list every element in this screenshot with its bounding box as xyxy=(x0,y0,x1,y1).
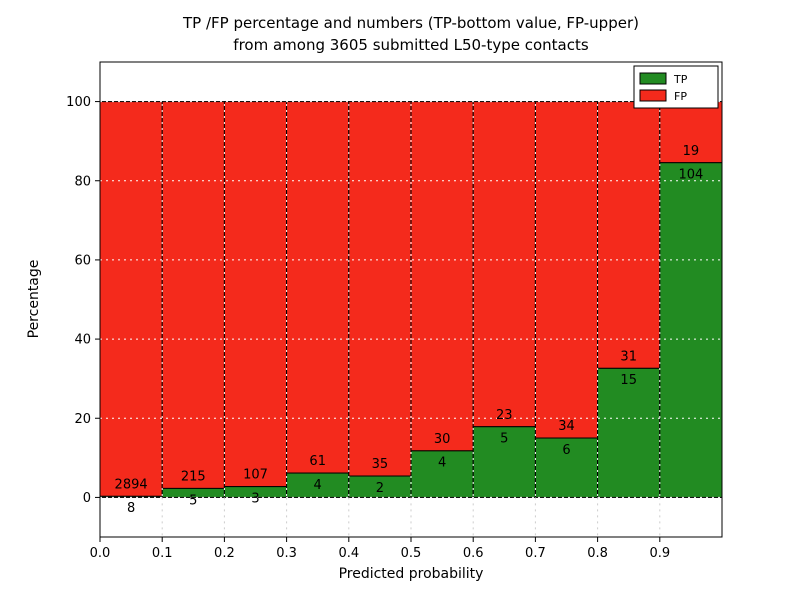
fp-count-label: 215 xyxy=(181,470,206,485)
x-tick-label: 0.9 xyxy=(649,546,670,561)
x-tick-label: 0.4 xyxy=(338,546,359,561)
y-tick-label: 80 xyxy=(74,174,91,189)
fp-count-label: 30 xyxy=(434,432,451,447)
fp-count-label: 35 xyxy=(372,457,389,472)
y-axis-label: Percentage xyxy=(26,260,42,339)
tp-count-label: 6 xyxy=(562,443,570,458)
y-tick-label: 60 xyxy=(74,253,91,268)
x-tick-label: 0.5 xyxy=(401,546,422,561)
fp-bar-segment xyxy=(472,101,536,428)
fp-count-label: 61 xyxy=(309,454,326,469)
fp-count-label: 19 xyxy=(683,144,700,159)
x-axis-label: Predicted probability xyxy=(339,566,484,582)
tp-count-label: 8 xyxy=(127,501,135,516)
tp-count-label: 5 xyxy=(189,493,197,508)
tp-bar-segment xyxy=(659,162,723,498)
tp-count-label: 5 xyxy=(500,432,508,447)
x-tick-label: 0.1 xyxy=(152,546,173,561)
tp-count-label: 4 xyxy=(314,478,322,493)
tp-count-label: 4 xyxy=(438,456,446,471)
x-tick-label: 0.6 xyxy=(463,546,484,561)
fp-count-label: 31 xyxy=(620,349,637,364)
tp-count-label: 2 xyxy=(376,481,384,496)
fp-bar-segment xyxy=(286,101,350,474)
x-tick-label: 0.0 xyxy=(90,546,111,561)
chart-title-line1: TP /FP percentage and numbers (TP-bottom… xyxy=(182,14,639,32)
fp-count-label: 34 xyxy=(558,419,575,434)
fp-bar-segment xyxy=(534,101,599,439)
x-tick-label: 0.7 xyxy=(525,546,546,561)
y-tick-label: 40 xyxy=(74,333,91,348)
legend-label-tp: TP xyxy=(673,73,688,86)
y-tick-label: 100 xyxy=(66,95,91,110)
fp-bar-segment xyxy=(410,101,474,452)
fp-bar-segment xyxy=(597,101,661,369)
tp-count-label: 15 xyxy=(620,373,637,388)
y-tick-label: 0 xyxy=(83,491,91,506)
chart-layer: 2894 8 215 5 107 3 61 4 35 2 30 4 23 5 34 6 31 15 19 104 0.0… xyxy=(66,62,723,561)
fp-count-label: 107 xyxy=(243,468,268,483)
legend-label-fp: FP xyxy=(674,90,687,103)
x-tick-label: 0.2 xyxy=(214,546,235,561)
x-tick-label: 0.8 xyxy=(587,546,608,561)
tp-count-label: 104 xyxy=(678,168,703,183)
x-tick-label: 0.3 xyxy=(276,546,297,561)
legend-swatch-fp xyxy=(639,89,667,102)
y-tick-label: 20 xyxy=(74,412,91,427)
legend-swatch-tp xyxy=(639,72,667,85)
fp-count-label: 2894 xyxy=(115,477,148,492)
fp-bar-segment xyxy=(348,101,412,477)
plot-frame xyxy=(99,61,723,538)
chart-title-line2: from among 3605 submitted L50-type conta… xyxy=(233,36,589,54)
fp-bar-segment xyxy=(161,101,225,489)
fp-bar-segment xyxy=(99,101,163,497)
tp-count-label: 3 xyxy=(251,491,259,506)
fp-bar-segment xyxy=(223,101,288,488)
fp-count-label: 23 xyxy=(496,408,513,423)
